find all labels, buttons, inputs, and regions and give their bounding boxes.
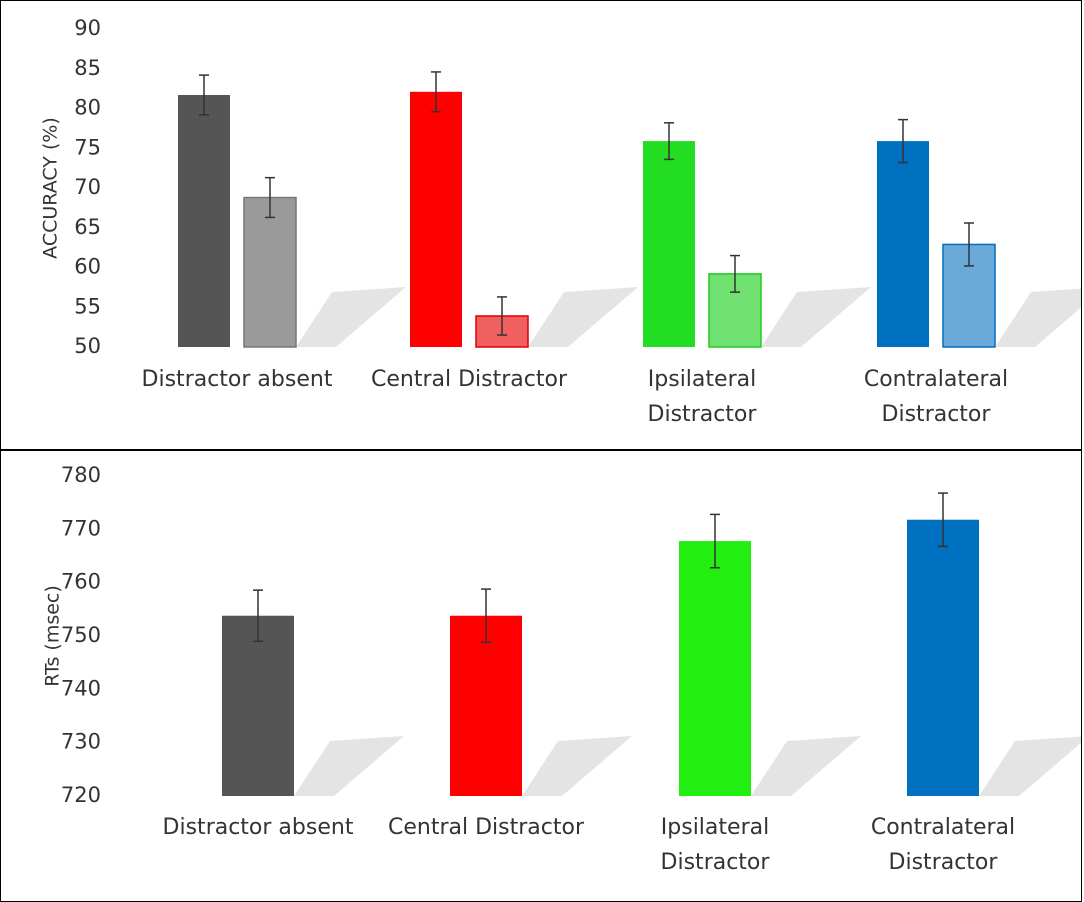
y-tick-label: 720 bbox=[61, 783, 101, 807]
y-tick-label: 90 bbox=[74, 16, 101, 40]
y-tick-label: 740 bbox=[61, 676, 101, 700]
y-tick-label: 60 bbox=[74, 255, 101, 279]
accuracy-chart-panel: ACCURACY (%) 50 55 60 65 70 75 80 85 90 Distractor… bbox=[0, 0, 1082, 451]
bar-shadow bbox=[761, 287, 871, 347]
y-tick-label: 85 bbox=[74, 56, 101, 80]
rt-chart: RTs (msec) 720 730 740 750 760 770 780 Distracto… bbox=[42, 463, 1081, 875]
category-label: Distractor absent bbox=[163, 815, 354, 840]
category-label: Distractor absent bbox=[142, 367, 333, 392]
rt-chart-panel: RTs (msec) 720 730 740 750 760 770 780 Distracto… bbox=[0, 449, 1082, 902]
category-label: Distractor bbox=[648, 402, 758, 427]
category-label: Distractor bbox=[889, 850, 999, 875]
bar-series-1-0 bbox=[222, 615, 294, 796]
y-tick-label: 730 bbox=[61, 730, 101, 754]
bar-shadow bbox=[522, 736, 632, 796]
bar-series-1-1 bbox=[450, 615, 522, 796]
bar-series-2-0 bbox=[243, 196, 297, 348]
category-label: Central Distractor bbox=[388, 815, 585, 840]
bar-series-1-1 bbox=[410, 91, 462, 348]
y-tick-label: 80 bbox=[74, 96, 101, 120]
bar-series-1-3 bbox=[877, 141, 929, 347]
bar-shadow bbox=[296, 287, 406, 347]
y-axis-label: RTs (msec) bbox=[42, 585, 64, 687]
bar-series-1-2 bbox=[643, 141, 695, 347]
bar-shadow bbox=[979, 736, 1081, 796]
y-tick-label: 770 bbox=[61, 516, 101, 540]
y-tick-label: 70 bbox=[74, 175, 101, 199]
category-label: Distractor bbox=[882, 402, 992, 427]
bar-series-1-3 bbox=[907, 519, 979, 796]
y-tick-label: 50 bbox=[74, 334, 101, 358]
category-label: Ipsilateral bbox=[661, 815, 769, 840]
bar-shadow bbox=[995, 288, 1081, 347]
y-tick-label: 65 bbox=[74, 215, 101, 239]
bar-shadow bbox=[751, 736, 861, 796]
bar-series-1-2 bbox=[679, 541, 751, 796]
bar-shadow bbox=[528, 287, 638, 347]
category-label: Ipsilateral bbox=[648, 367, 756, 392]
y-tick-label: 750 bbox=[61, 623, 101, 647]
category-label: Central Distractor bbox=[371, 367, 568, 392]
bar-shadow bbox=[294, 736, 404, 796]
y-axis-label: ACCURACY (%) bbox=[40, 117, 62, 259]
y-tick-label: 760 bbox=[61, 570, 101, 594]
y-tick-label: 75 bbox=[74, 135, 101, 159]
category-label: Contralateral bbox=[864, 367, 1008, 392]
accuracy-chart: ACCURACY (%) 50 55 60 65 70 75 80 85 90 Distractor… bbox=[40, 16, 1081, 427]
bar-series-1-0 bbox=[178, 94, 230, 347]
category-label: Distractor bbox=[661, 850, 771, 875]
y-tick-label: 780 bbox=[61, 463, 101, 487]
category-label: Contralateral bbox=[871, 815, 1015, 840]
y-tick-label: 55 bbox=[74, 294, 101, 318]
